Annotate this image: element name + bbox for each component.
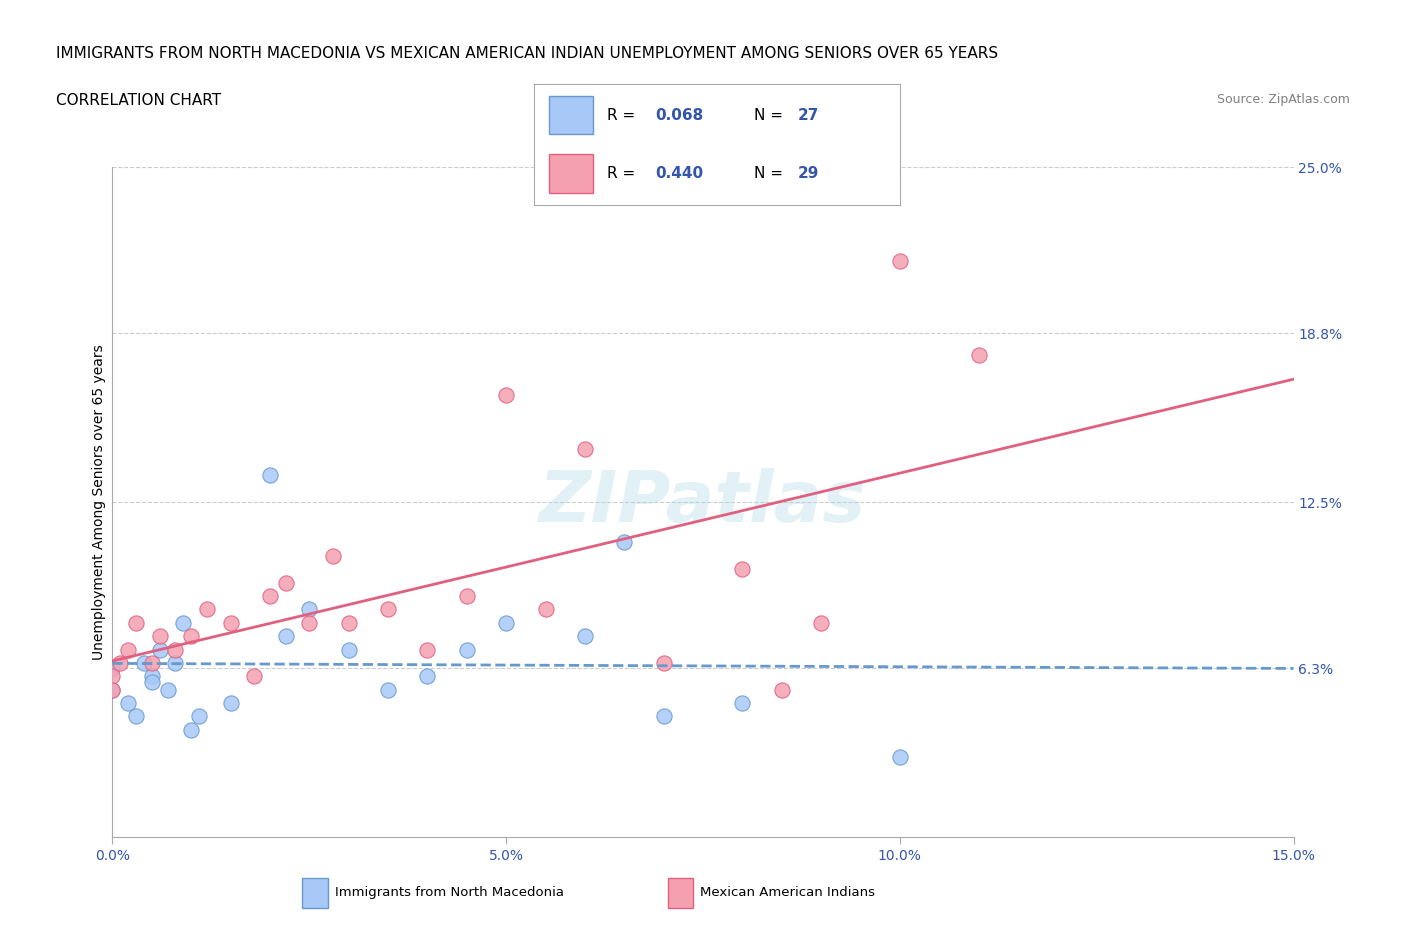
FancyBboxPatch shape (302, 878, 328, 908)
Point (101, 661, 124, 676)
Y-axis label: Unemployment Among Seniors over 65 years: Unemployment Among Seniors over 65 years (91, 344, 105, 660)
Text: N =: N = (754, 108, 787, 123)
Point (810, 616, 832, 631)
Point (195, 602, 218, 617)
Point (889, 254, 911, 269)
Point (416, 642, 439, 657)
Point (101, 669, 124, 684)
Point (141, 674, 163, 689)
Point (337, 642, 360, 657)
Point (574, 629, 596, 644)
Point (337, 616, 360, 631)
Point (180, 629, 202, 644)
Text: R =: R = (607, 108, 641, 123)
Point (889, 750, 911, 764)
Point (101, 683, 124, 698)
Point (534, 602, 557, 617)
Point (125, 709, 148, 724)
Text: 0.068: 0.068 (655, 108, 703, 123)
Point (172, 616, 194, 631)
Point (110, 656, 132, 671)
Point (495, 616, 517, 631)
Point (731, 696, 754, 711)
Point (259, 589, 281, 604)
Point (274, 575, 297, 590)
Point (456, 642, 478, 657)
Point (219, 616, 242, 631)
Point (165, 642, 187, 657)
Text: 29: 29 (797, 166, 818, 180)
FancyBboxPatch shape (548, 96, 593, 135)
FancyBboxPatch shape (668, 878, 693, 908)
Point (652, 709, 675, 724)
Point (141, 656, 163, 671)
Point (117, 696, 139, 711)
Point (770, 683, 793, 698)
Point (243, 669, 266, 684)
Point (188, 709, 211, 724)
Point (613, 535, 636, 550)
Point (180, 723, 202, 737)
Point (165, 656, 187, 671)
Text: Immigrants from North Macedonia: Immigrants from North Macedonia (335, 886, 564, 899)
FancyBboxPatch shape (548, 153, 593, 193)
Point (377, 602, 399, 617)
Point (259, 468, 281, 483)
Text: ZIPatlas: ZIPatlas (540, 468, 866, 537)
Point (219, 696, 242, 711)
Point (574, 441, 596, 456)
Text: N =: N = (754, 166, 787, 180)
Point (132, 656, 155, 671)
Text: Mexican American Indians: Mexican American Indians (700, 886, 875, 899)
Point (416, 669, 439, 684)
Point (495, 388, 517, 403)
Point (117, 642, 139, 657)
Point (274, 629, 297, 644)
Point (967, 348, 990, 363)
Point (298, 616, 321, 631)
Text: 0.440: 0.440 (655, 166, 703, 180)
Point (456, 589, 478, 604)
Point (377, 683, 399, 698)
Point (149, 642, 172, 657)
Point (298, 602, 321, 617)
Point (101, 683, 124, 698)
Point (322, 549, 344, 564)
Text: CORRELATION CHART: CORRELATION CHART (56, 93, 221, 108)
Point (156, 683, 179, 698)
Point (149, 629, 172, 644)
Point (125, 616, 148, 631)
Text: Source: ZipAtlas.com: Source: ZipAtlas.com (1216, 93, 1350, 106)
Text: 27: 27 (797, 108, 818, 123)
Point (731, 562, 754, 577)
Point (141, 669, 163, 684)
Text: R =: R = (607, 166, 641, 180)
Text: IMMIGRANTS FROM NORTH MACEDONIA VS MEXICAN AMERICAN INDIAN UNEMPLOYMENT AMONG SE: IMMIGRANTS FROM NORTH MACEDONIA VS MEXIC… (56, 46, 998, 61)
Point (652, 656, 675, 671)
